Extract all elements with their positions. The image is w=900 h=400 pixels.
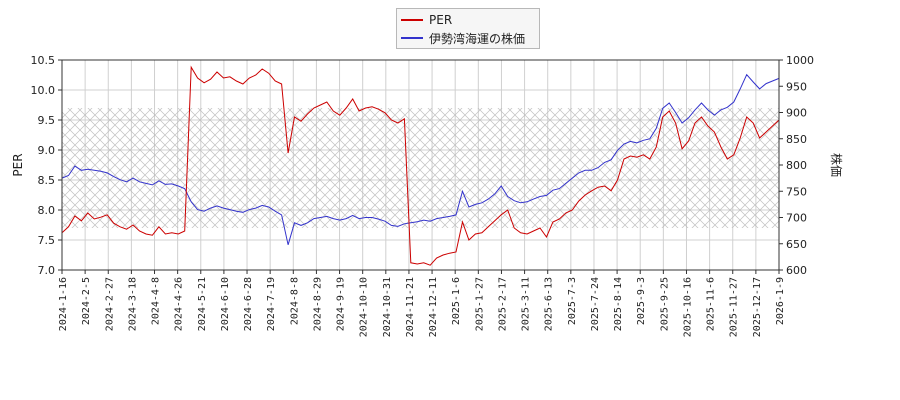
left-axis-label: PER — [11, 153, 25, 176]
right-tick-label: 900 — [786, 107, 807, 120]
x-tick-label: 2024-10-10 — [359, 277, 370, 337]
right-tick-label: 1000 — [786, 54, 814, 67]
x-tick-label: 2024-9-19 — [336, 277, 347, 331]
x-tick-label: 2025-11-6 — [706, 277, 717, 331]
left-tick-label: 7.0 — [38, 264, 56, 277]
x-tick-label: 2024-10-31 — [382, 277, 393, 337]
x-tick-label: 2024-12-11 — [428, 277, 439, 337]
left-tick-label: 7.5 — [38, 234, 56, 247]
per-series-line — [61, 65, 780, 266]
x-tick-label: 2024-5-21 — [197, 277, 208, 331]
right-y-axis: 600 650 700 750 800 850 900 950 1000 — [779, 54, 814, 277]
right-tick-label: 650 — [786, 238, 807, 251]
x-tick-label: 2025-8-14 — [613, 277, 624, 331]
left-tick-label: 8.0 — [38, 204, 56, 217]
left-tick-label: 10.0 — [31, 84, 56, 97]
x-tick-label: 2024-7-19 — [266, 277, 277, 331]
left-y-axis: 7.0 7.5 8.0 8.5 9.0 9.5 10.0 10.5 — [31, 54, 62, 277]
x-tick-label: 2024-8-29 — [312, 277, 323, 331]
legend-item-per: PER — [401, 12, 452, 28]
crosshatch-band — [62, 108, 779, 228]
x-tick-label: 2024-11-21 — [405, 277, 416, 337]
stock-price-series-line — [61, 73, 780, 245]
left-tick-label: 9.5 — [38, 114, 56, 127]
right-tick-label: 750 — [786, 185, 807, 198]
legend: PER 伊勢湾海運の株価 — [396, 8, 540, 49]
x-axis: 2024-1-16 2024-2-5 2024-2-27 2024-3-18 2024-… — [58, 270, 786, 337]
x-tick-label: 2024-2-27 — [104, 277, 115, 331]
x-tick-label: 2025-1-27 — [474, 277, 485, 331]
right-tick-label: 800 — [786, 159, 807, 172]
x-tick-label: 2025-7-24 — [590, 277, 601, 331]
x-tick-label: 2025-10-16 — [682, 277, 693, 337]
x-tick-label: 2026-1-9 — [775, 277, 786, 325]
x-tick-label: 2025-9-25 — [659, 277, 670, 331]
x-tick-label: 2024-6-28 — [243, 277, 254, 331]
legend-item-stock-price: 伊勢湾海運の株価 — [401, 30, 525, 46]
right-tick-label: 950 — [786, 80, 807, 93]
x-tick-label: 2025-1-6 — [451, 277, 462, 325]
x-tick-label: 2025-11-27 — [729, 277, 740, 337]
legend-swatch-per — [401, 19, 423, 21]
right-tick-label: 700 — [786, 212, 807, 225]
x-tick-label: 2025-9-3 — [636, 277, 647, 325]
x-tick-label: 2024-6-10 — [220, 277, 231, 331]
x-tick-label: 2025-2-17 — [497, 277, 508, 331]
right-axis-label: 株価 — [829, 153, 844, 177]
right-tick-label: 600 — [786, 264, 807, 277]
legend-label-per: PER — [429, 13, 453, 27]
legend-label-stock-price: 伊勢湾海運の株価 — [429, 31, 526, 46]
x-tick-label: 2025-3-11 — [521, 277, 532, 331]
x-tick-label: 2024-4-26 — [174, 277, 185, 331]
x-tick-label: 2024-4-8 — [151, 277, 162, 325]
x-tick-label: 2025-7-3 — [567, 277, 578, 325]
x-tick-label: 2025-12-17 — [752, 277, 763, 337]
left-tick-label: 8.5 — [38, 174, 56, 187]
x-tick-label: 2024-3-18 — [127, 277, 138, 331]
left-tick-label: 10.5 — [31, 54, 56, 67]
legend-swatch-stock-price — [401, 37, 423, 39]
x-tick-label: 2025-6-13 — [544, 277, 555, 331]
x-tick-label: 2024-1-16 — [58, 277, 69, 331]
x-tick-label: 2024-8-8 — [289, 277, 300, 325]
right-tick-label: 850 — [786, 133, 807, 146]
left-tick-label: 9.0 — [38, 144, 56, 157]
x-tick-label: 2024-2-5 — [81, 277, 92, 325]
